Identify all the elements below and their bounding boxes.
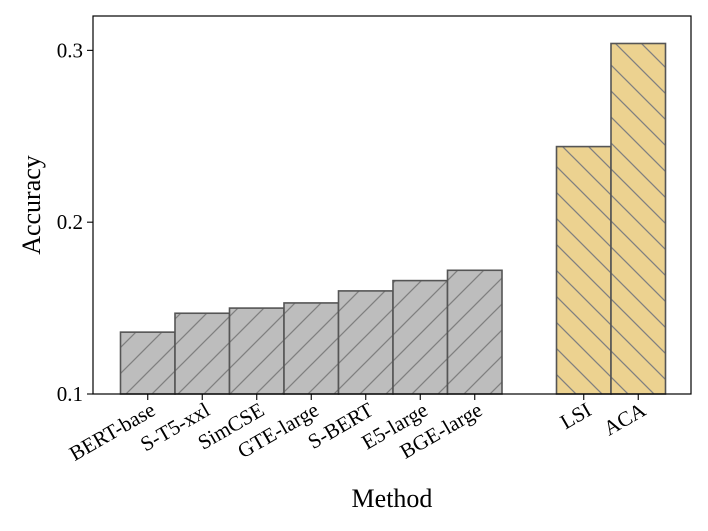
bar-bge-large xyxy=(446,269,503,395)
bar-hatch xyxy=(556,146,611,394)
bar-hatch xyxy=(447,270,502,394)
bar-s-t5-xxl xyxy=(174,312,231,395)
y-axis: 0.1 0.2 0.3 xyxy=(57,38,93,406)
y-tick-label: 0.3 xyxy=(57,38,83,62)
x-tick-label-aca: ACA xyxy=(599,397,650,440)
bar-bert-base xyxy=(119,331,176,395)
bar-hatch xyxy=(338,290,393,394)
bar-hatch xyxy=(284,302,339,394)
bar-hatch xyxy=(393,280,448,394)
x-axis-label: Method xyxy=(352,484,433,513)
y-tick-label: 0.1 xyxy=(57,382,83,406)
bar-simcse xyxy=(228,307,285,395)
bar-e5-large xyxy=(392,279,449,395)
bar-hatch xyxy=(175,313,230,394)
bar-hatch xyxy=(120,332,175,394)
y-axis-label: Accuracy xyxy=(17,155,46,255)
bar-lsi xyxy=(555,145,612,395)
x-tick-label-lsi: LSI xyxy=(556,398,595,435)
plot-frame xyxy=(92,15,692,395)
bar-s-bert xyxy=(337,290,394,395)
x-axis: BERT-baseS-T5-xxlSimCSEGTE-largeS-BERTE5… xyxy=(65,394,650,466)
y-tick-label: 0.2 xyxy=(57,210,83,234)
bars xyxy=(119,42,667,395)
bar-aca xyxy=(610,42,667,395)
bar-hatch xyxy=(229,308,284,394)
bar-hatch xyxy=(611,43,666,395)
bar-gte-large xyxy=(283,302,340,395)
